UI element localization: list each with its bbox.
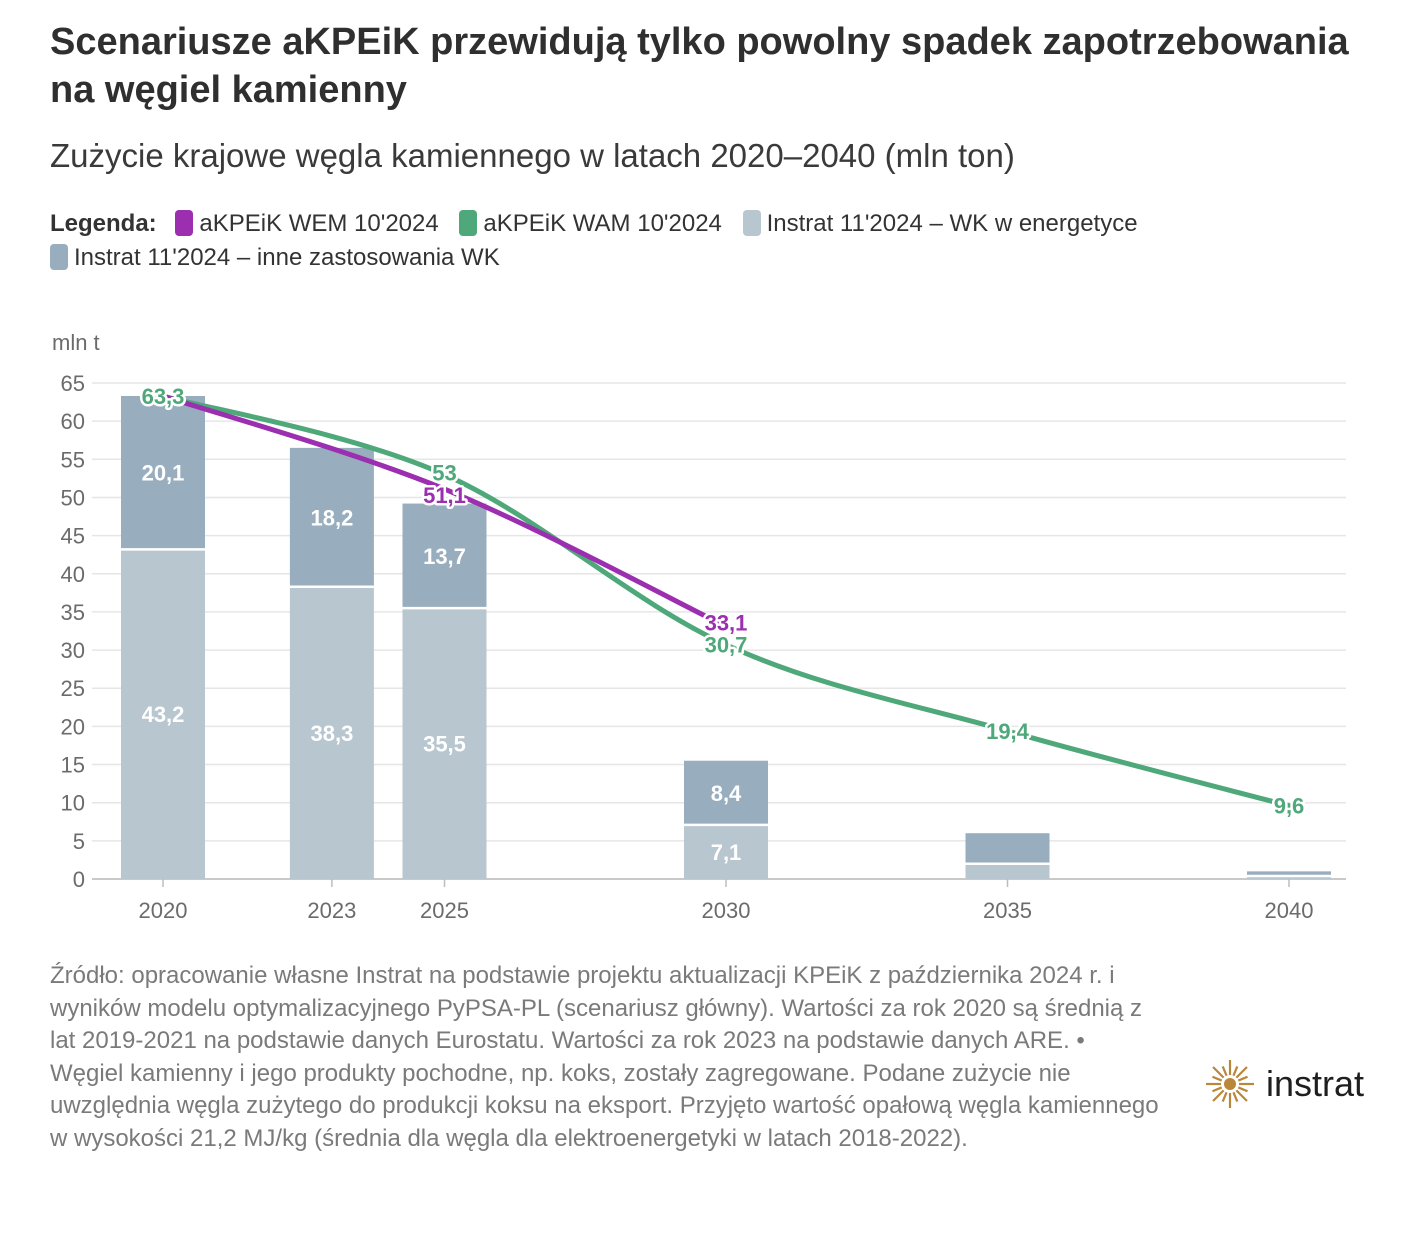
y-tick-label-30: 30 xyxy=(61,638,85,663)
y-tick-label-65: 65 xyxy=(61,371,85,396)
y-tick-label-0: 0 xyxy=(73,867,85,892)
legend-item-wem: aKPEiK WEM 10'2024 xyxy=(175,207,439,241)
bar-label-other-2020: 20,1 xyxy=(142,461,185,486)
bar-label-energy-2030: 7,1 xyxy=(711,840,742,865)
bar-label-other-2025: 13,7 xyxy=(423,544,466,569)
line-label-wem-2025: 51,1 xyxy=(423,483,466,508)
x-tick-label-2023: 2023 xyxy=(307,898,356,923)
bar-energy-2030 xyxy=(684,824,768,879)
legend-title: Legenda: xyxy=(50,210,157,237)
bar-other-2023 xyxy=(289,447,374,587)
source-note: Źródło: opracowanie własne Instrat na po… xyxy=(50,962,1159,1152)
bar-energy-2035 xyxy=(965,863,1050,879)
y-tick-label-25: 25 xyxy=(61,676,85,701)
legend-label-other: Instrat 11'2024 – inne zastosowania WK xyxy=(74,244,500,271)
bar-other-2035 xyxy=(965,833,1050,864)
line-label-wam-2035: 19,4 xyxy=(986,719,1030,744)
line-label-wem-2030: 33,1 xyxy=(705,610,748,635)
bar-label-other-2030: 8,4 xyxy=(711,781,742,806)
chart-title: Scenariusze aKPEiK przewidują tylko powo… xyxy=(50,21,1349,111)
legend-label-wem: aKPEiK WEM 10'2024 xyxy=(199,210,439,237)
y-tick-label-55: 55 xyxy=(61,447,85,472)
bar-energy-2025 xyxy=(402,608,487,879)
bar-other-2020 xyxy=(121,395,205,550)
bar-label-energy-2020: 43,2 xyxy=(142,702,185,727)
bar-energy-2023 xyxy=(289,586,374,879)
legend-swatch-wam xyxy=(459,210,478,236)
bar-label-other-2023: 18,2 xyxy=(310,505,353,530)
y-tick-label-40: 40 xyxy=(61,562,85,587)
line-label-wam-2030: 30,7 xyxy=(705,633,748,658)
bar-other-2040 xyxy=(1247,871,1331,876)
y-tick-label-60: 60 xyxy=(61,409,85,434)
legend-swatch-other xyxy=(50,244,68,270)
line-label-wam-2025: 53 xyxy=(432,461,456,486)
legend-item-energy: Instrat 11'2024 – WK w energetyce xyxy=(742,207,1138,241)
x-tick-label-2025: 2025 xyxy=(420,898,469,923)
bar-label-energy-2025: 35,5 xyxy=(423,732,466,757)
bar-label-energy-2023: 38,3 xyxy=(310,721,353,746)
y-axis-label: mln t xyxy=(52,330,100,355)
y-tick-label-5: 5 xyxy=(73,829,85,854)
instrat-logo: instrat xyxy=(1204,1058,1364,1110)
instrat-sun-icon xyxy=(1206,1060,1254,1108)
line-wem xyxy=(160,393,729,629)
legend-swatch-energy xyxy=(742,210,761,236)
y-tick-label-15: 15 xyxy=(61,753,85,778)
bar-other-2030 xyxy=(684,760,768,825)
x-tick-label-2035: 2035 xyxy=(983,898,1032,923)
x-tick-label-2020: 2020 xyxy=(139,898,188,923)
legend-label-energy: Instrat 11'2024 – WK w energetyce xyxy=(766,210,1138,237)
line-wam xyxy=(160,393,1292,809)
x-tick-label-2040: 2040 xyxy=(1265,898,1314,923)
legend-item-wam: aKPEiK WAM 10'2024 xyxy=(459,207,722,241)
y-tick-label-10: 10 xyxy=(61,791,85,816)
legend-item-other: Instrat 11'2024 – inne zastosowania WK xyxy=(50,241,500,275)
y-tick-label-45: 45 xyxy=(61,524,85,549)
line-label-wam-2020: 63,3 xyxy=(142,384,185,409)
line-label-wam-2040: 9,6 xyxy=(1274,794,1305,819)
logo-text: instrat xyxy=(1266,1063,1365,1104)
bar-other-2025 xyxy=(402,503,487,609)
x-tick-label-2030: 2030 xyxy=(702,898,751,923)
y-tick-label-50: 50 xyxy=(61,485,85,510)
legend: Legenda: aKPEiK WEM 10'2024 aKPEiK WAM 1… xyxy=(50,207,1370,275)
bar-energy-2020 xyxy=(121,549,205,879)
bar-energy-2040 xyxy=(1247,875,1331,879)
chart-subtitle: Zużycie krajowe węgla kamiennego w latac… xyxy=(50,137,1015,174)
legend-label-wam: aKPEiK WAM 10'2024 xyxy=(483,210,722,237)
y-tick-label-35: 35 xyxy=(61,600,85,625)
legend-swatch-wem xyxy=(175,210,194,236)
y-tick-label-20: 20 xyxy=(61,714,85,739)
